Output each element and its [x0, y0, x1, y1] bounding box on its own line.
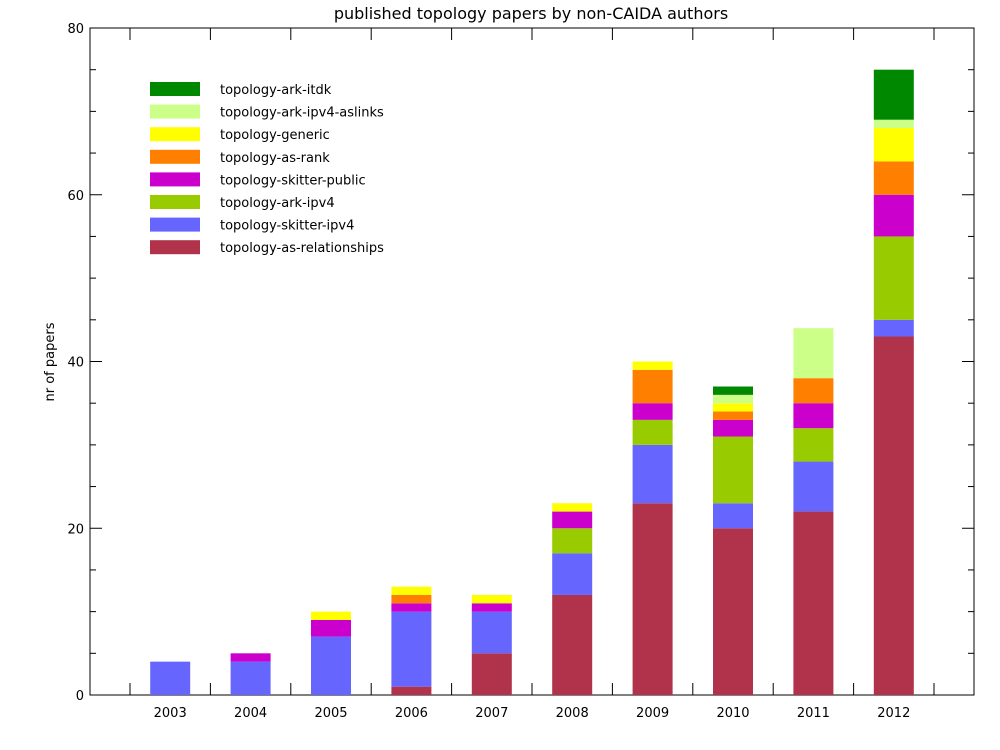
legend-swatch — [150, 195, 200, 209]
x-tick-label: 2007 — [475, 706, 508, 721]
x-tick-label: 2009 — [636, 706, 669, 721]
bar-segment-2010-7 — [713, 386, 753, 395]
bars-layer — [150, 69, 914, 695]
bar-segment-2005-1 — [311, 636, 351, 695]
legend-label: topology-as-relationships — [220, 241, 384, 256]
legend-swatch — [150, 172, 200, 187]
y-axis-title: nr of papers — [43, 322, 58, 401]
bar-segment-2008-0 — [552, 594, 593, 695]
y-tick-label: 40 — [67, 356, 84, 371]
legend-swatch — [150, 217, 200, 232]
legend-label: topology-as-rank — [220, 151, 330, 166]
x-tick-label: 2011 — [797, 706, 830, 721]
x-tick-label: 2004 — [234, 706, 267, 721]
bar-segment-2009-3 — [632, 403, 673, 420]
x-tick-label: 2006 — [395, 706, 428, 721]
bar-segment-2012-5 — [873, 128, 914, 162]
legend-label: topology-generic — [220, 128, 330, 143]
bar-segment-2012-0 — [873, 336, 914, 695]
bar-segment-2012-7 — [873, 69, 914, 120]
legend-swatch — [150, 82, 200, 96]
axes-layer: 0 20 40 60 80 2003 2004 2005 2006 2007 2008 2009 201… — [67, 22, 974, 721]
legend-label: topology-skitter-public — [220, 173, 366, 188]
legend-swatch — [150, 149, 200, 164]
chart-title: published topology papers by non-CAIDA a… — [334, 4, 728, 23]
bar-segment-2010-0 — [713, 528, 753, 695]
bar-segment-2005-3 — [311, 619, 351, 637]
bar-segment-2012-1 — [873, 319, 914, 337]
bar-segment-2012-4 — [873, 161, 914, 195]
bar-segment-2010-5 — [713, 403, 753, 412]
bar-segment-2007-1 — [471, 611, 512, 654]
x-tick-label: 2003 — [154, 706, 187, 721]
legend-swatch — [150, 127, 200, 142]
bar-segment-2006-3 — [391, 603, 432, 612]
bar-segment-2007-0 — [471, 653, 512, 695]
bar-segment-2004-1 — [230, 661, 271, 695]
legend-label: topology-ark-ipv4-aslinks — [220, 106, 384, 121]
bar-segment-2011-1 — [793, 461, 834, 512]
bar-segment-2010-1 — [713, 503, 753, 529]
legend-swatch — [150, 104, 200, 119]
y-tick-label: 0 — [76, 689, 84, 704]
legend: topology-ark-itdk topology-ark-ipv4-aslin… — [150, 82, 384, 256]
legend-label: topology-skitter-ipv4 — [220, 219, 354, 234]
bar-segment-2009-1 — [632, 444, 673, 504]
bar-segment-2006-1 — [391, 611, 432, 687]
bar-segment-2006-4 — [391, 594, 432, 604]
bar-segment-2008-5 — [552, 503, 593, 512]
bar-segment-2006-0 — [391, 686, 432, 695]
bar-segment-2012-6 — [873, 119, 914, 129]
bar-segment-2009-0 — [632, 503, 673, 695]
y-tick-label: 60 — [67, 189, 84, 204]
bar-segment-2012-3 — [873, 194, 914, 237]
bar-segment-2010-4 — [713, 411, 753, 420]
bar-segment-2004-3 — [230, 653, 271, 662]
x-tick-label: 2005 — [314, 706, 347, 721]
bar-segment-2010-6 — [713, 394, 753, 404]
bar-segment-2011-2 — [793, 428, 834, 462]
bar-segment-2008-1 — [552, 553, 593, 595]
bar-segment-2012-2 — [873, 236, 914, 320]
bar-segment-2009-4 — [632, 369, 673, 404]
bar-segment-2011-4 — [793, 378, 834, 404]
legend-label: topology-ark-itdk — [220, 83, 332, 98]
bar-segment-2006-5 — [391, 586, 432, 595]
legend-label: topology-ark-ipv4 — [220, 196, 335, 211]
bar-segment-2011-6 — [793, 328, 834, 379]
y-tick-label: 20 — [67, 522, 84, 537]
x-tick-label: 2008 — [556, 706, 589, 721]
x-tick-label: 2012 — [877, 706, 910, 721]
x-tick-label: 2010 — [716, 706, 749, 721]
bar-segment-2011-0 — [793, 511, 834, 695]
bar-segment-2010-3 — [713, 419, 753, 437]
bar-segment-2007-3 — [471, 603, 512, 612]
bar-segment-2009-5 — [632, 361, 673, 370]
bar-segment-2010-2 — [713, 436, 753, 504]
bar-segment-2008-2 — [552, 528, 593, 554]
y-tick-label: 80 — [67, 22, 84, 37]
bar-segment-2007-5 — [471, 594, 512, 604]
bar-segment-2011-3 — [793, 403, 834, 429]
legend-swatch — [150, 240, 200, 255]
bar-segment-2005-5 — [311, 611, 351, 620]
bar-segment-2008-3 — [552, 511, 593, 529]
bar-segment-2003-1 — [150, 661, 191, 695]
bar-segment-2009-2 — [632, 419, 673, 445]
